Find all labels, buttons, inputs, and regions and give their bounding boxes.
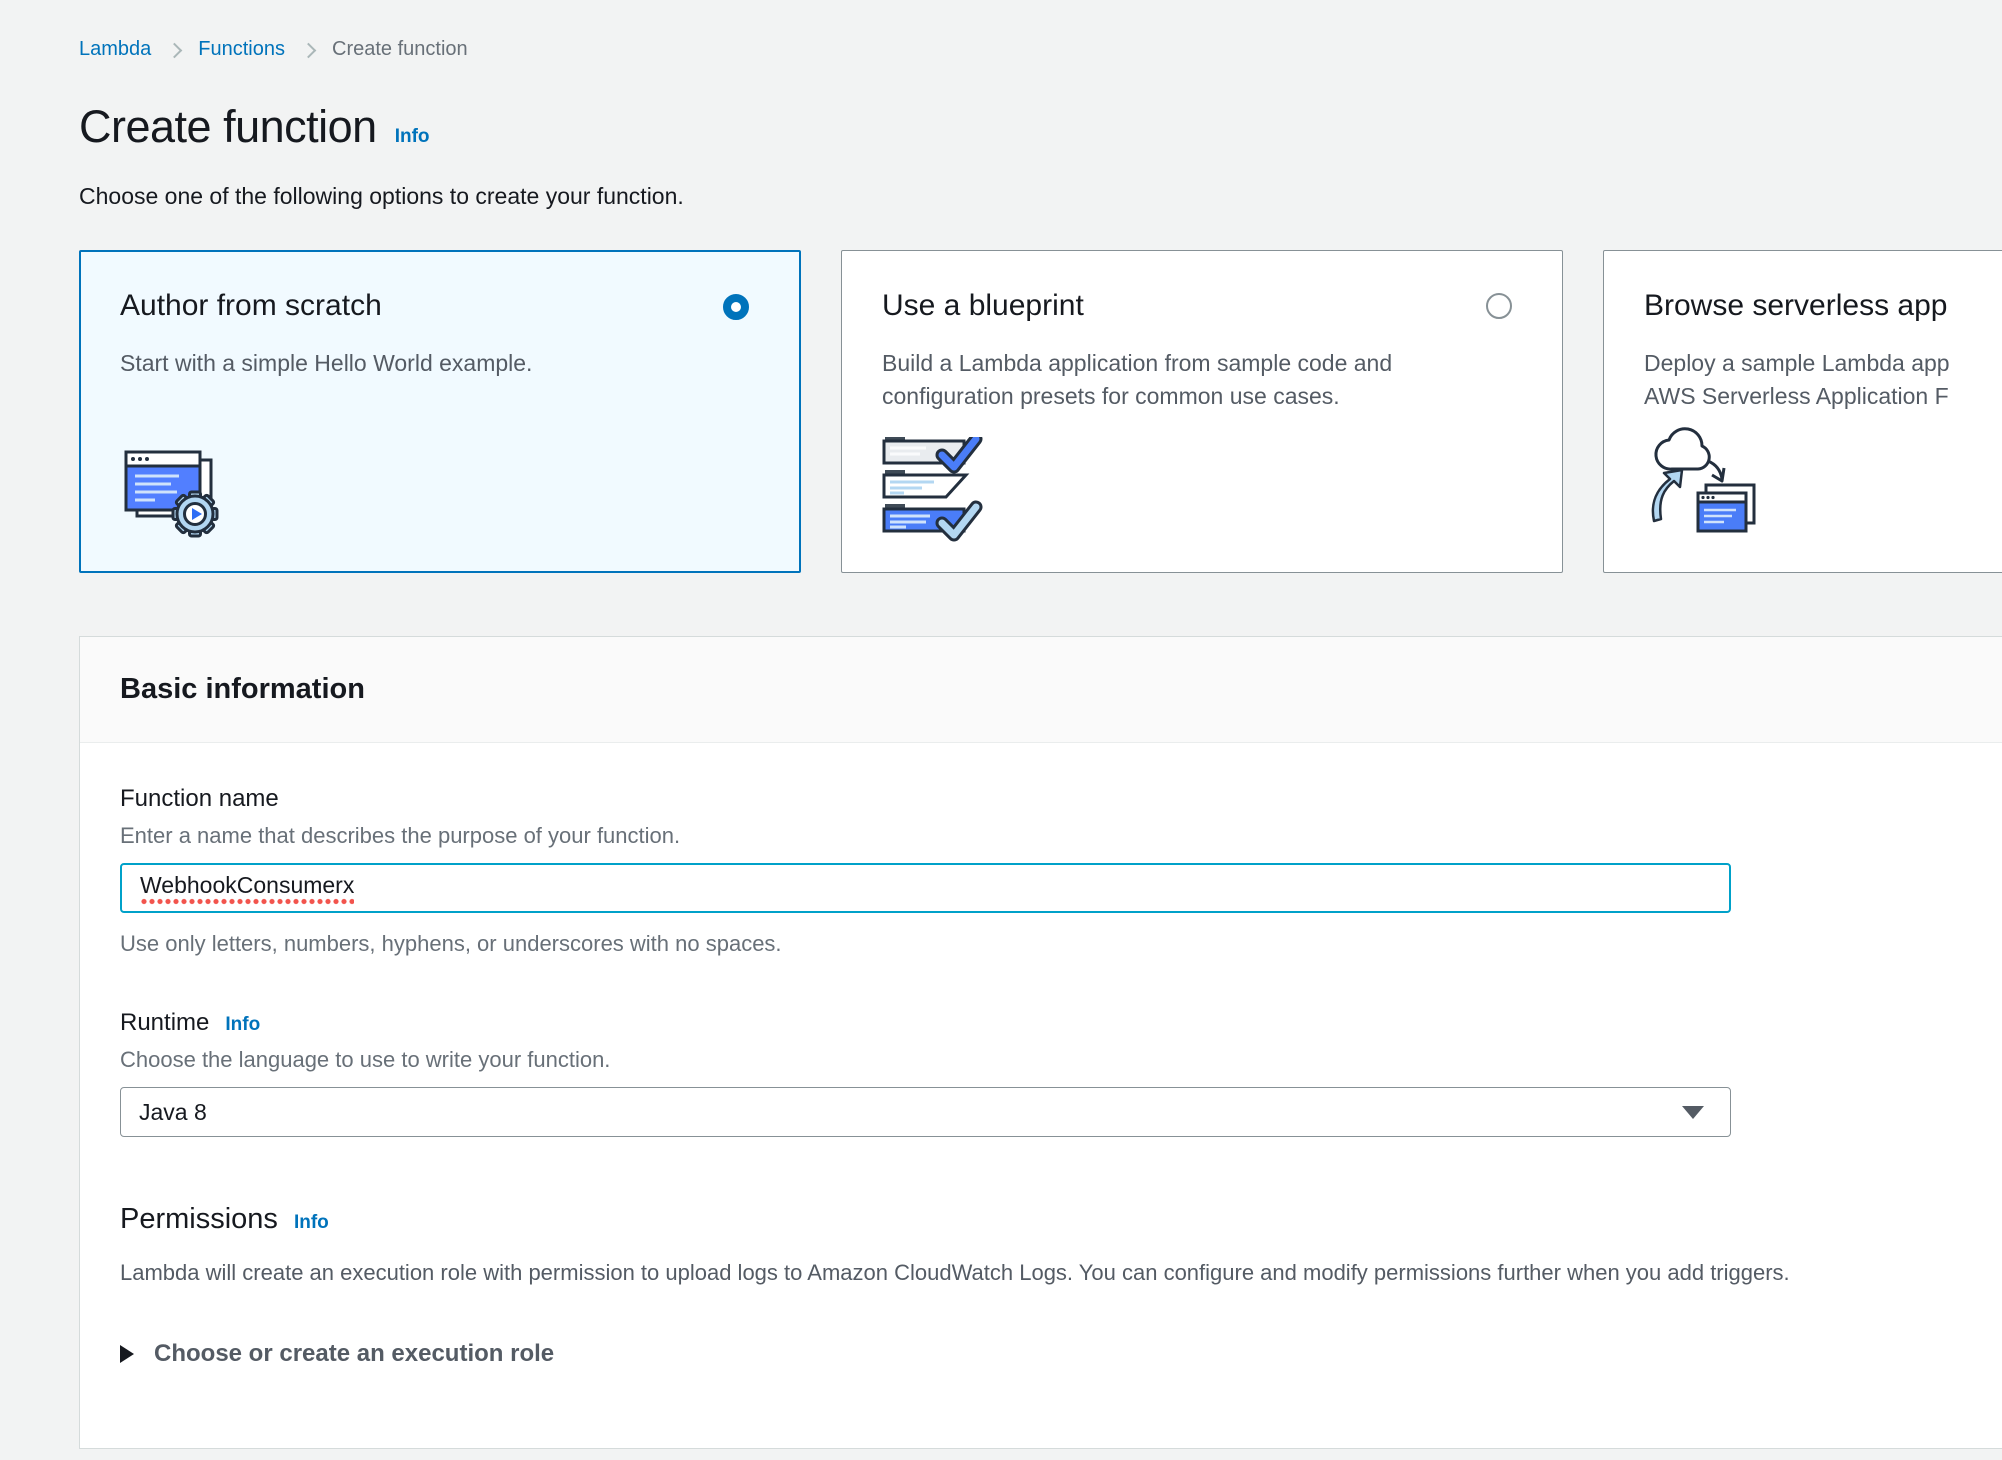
breadcrumb-chevron-icon: [300, 42, 317, 59]
breadcrumb-current: Create function: [332, 38, 468, 60]
execution-role-expander[interactable]: Choose or create an execution role: [120, 1340, 1962, 1368]
page-subtitle: Choose one of the following options to c…: [79, 183, 684, 209]
basic-information-panel: Basic information Function name Enter a …: [79, 636, 2002, 1449]
card-description-line: AWS Serverless Application F: [1644, 382, 1949, 409]
caret-right-icon: [120, 1345, 134, 1363]
function-name-value: WebhookConsumerx: [140, 871, 355, 905]
permissions-description: Lambda will create an execution role wit…: [120, 1260, 1790, 1285]
breadcrumb-functions-link[interactable]: Functions: [198, 38, 285, 60]
breadcrumb-lambda-link[interactable]: Lambda: [79, 38, 152, 60]
chevron-down-icon: [1682, 1105, 1704, 1119]
card-description: Deploy a sample Lambda app AWS Serverles…: [1644, 347, 2002, 412]
card-description: Start with a simple Hello World example.: [120, 350, 533, 376]
card-author-from-scratch[interactable]: Author from scratch Start with a simple …: [79, 250, 801, 573]
create-option-cards: Author from scratch Start with a simple …: [79, 250, 2002, 573]
runtime-info-link[interactable]: Info: [225, 1014, 261, 1035]
card-title: Use a blueprint: [882, 289, 1084, 322]
author-from-scratch-icon: [121, 448, 225, 549]
function-name-constraint: Use only letters, numbers, hyphens, or u…: [120, 931, 782, 956]
blueprint-icon: [882, 432, 994, 550]
card-title: Author from scratch: [120, 289, 382, 322]
permissions-title: Permissions: [120, 1203, 278, 1235]
runtime-select[interactable]: Java 8: [120, 1087, 1731, 1137]
author-from-scratch-radio[interactable]: [723, 294, 749, 320]
card-browse-serverless-app-repository[interactable]: Browse serverless app Deploy a sample La…: [1603, 250, 2002, 573]
card-title: Browse serverless app: [1644, 289, 1948, 322]
breadcrumb: Lambda Functions Create function: [79, 0, 2002, 61]
function-name-description: Enter a name that describes the purpose …: [120, 823, 681, 848]
title-info-link[interactable]: Info: [394, 126, 430, 147]
permissions-info-link[interactable]: Info: [293, 1212, 329, 1233]
page-title: Create function: [79, 101, 377, 152]
serverless-app-repository-icon: [1644, 423, 1768, 546]
runtime-selected-value: Java 8: [139, 1098, 207, 1125]
panel-title: Basic information: [80, 637, 2002, 743]
breadcrumb-chevron-icon: [167, 42, 183, 59]
runtime-description: Choose the language to use to write your…: [120, 1047, 611, 1072]
function-name-input[interactable]: WebhookConsumerx: [120, 863, 1731, 913]
use-a-blueprint-radio[interactable]: [1486, 293, 1512, 319]
card-description: Build a Lambda application from sample c…: [882, 350, 1393, 409]
card-description-line: Deploy a sample Lambda app: [1644, 350, 1950, 376]
function-name-label: Function name: [120, 785, 279, 812]
card-use-a-blueprint[interactable]: Use a blueprint Build a Lambda applicati…: [841, 250, 1563, 573]
execution-role-expander-label: Choose or create an execution role: [154, 1340, 555, 1367]
runtime-label: Runtime: [120, 1009, 210, 1036]
